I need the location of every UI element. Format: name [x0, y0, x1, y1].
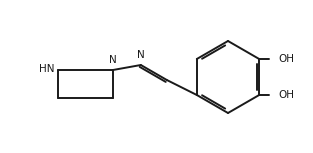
Text: N: N — [137, 50, 145, 60]
Text: OH: OH — [278, 54, 294, 64]
Text: N: N — [109, 55, 117, 65]
Text: OH: OH — [278, 90, 294, 100]
Text: HN: HN — [38, 64, 54, 74]
